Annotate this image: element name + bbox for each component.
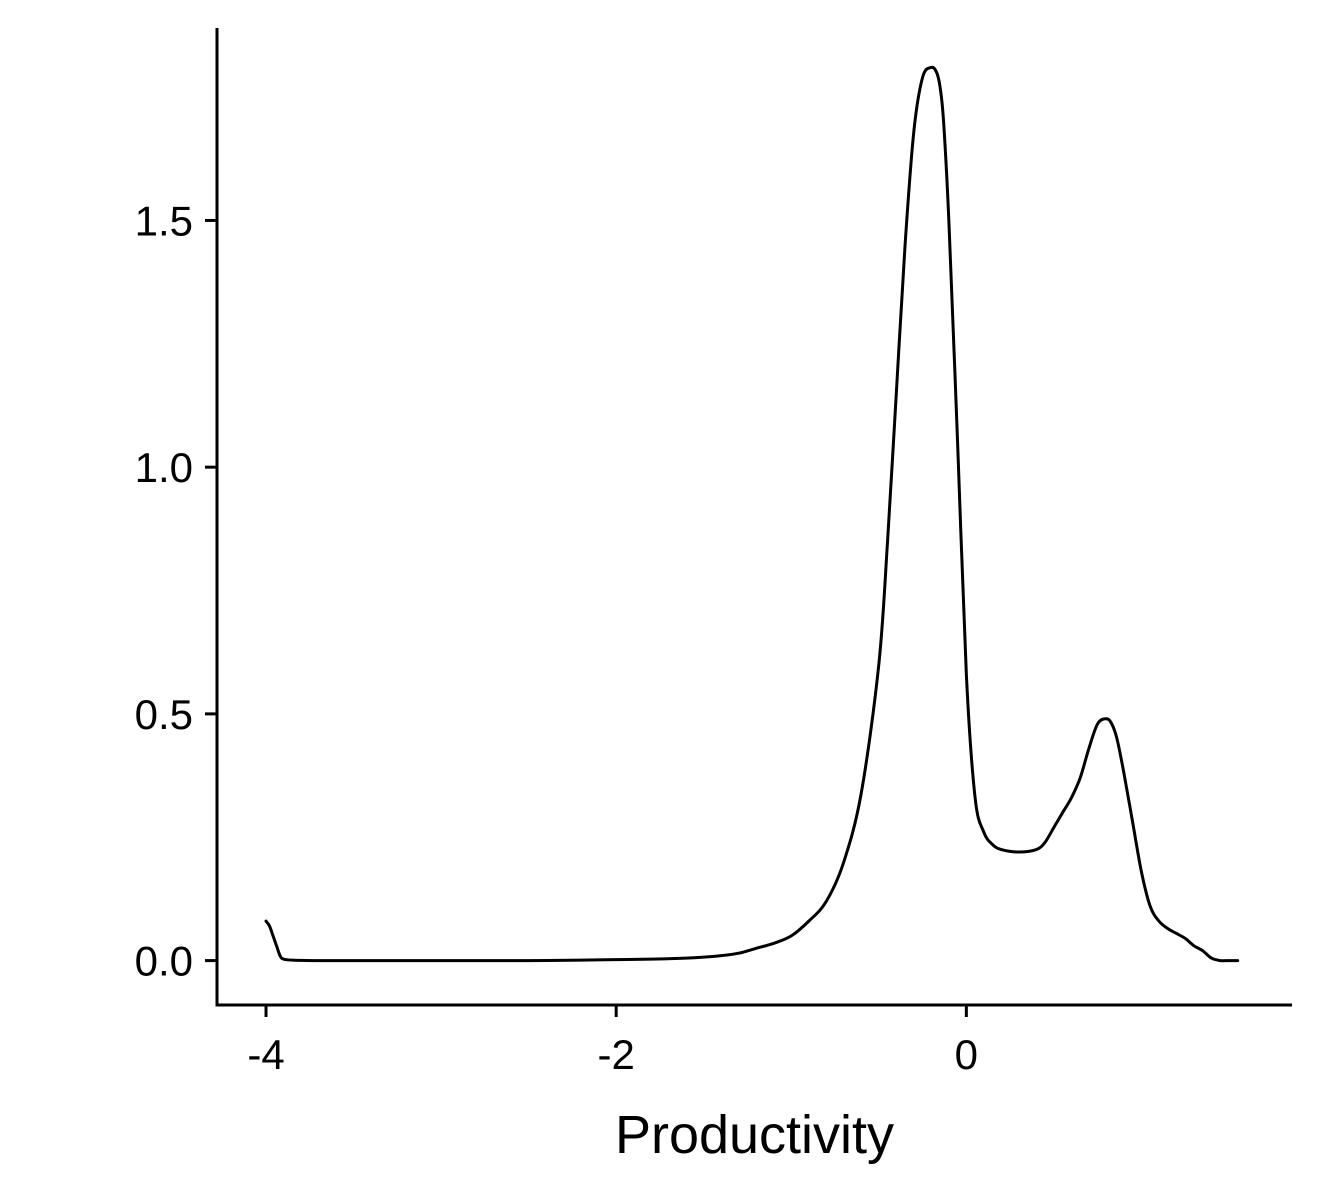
x-axis-title: Productivity [615, 1105, 894, 1165]
y-tick-label: 0.5 [135, 691, 193, 738]
y-tick-label: 0.0 [135, 938, 193, 985]
x-tick-label: -2 [598, 1031, 635, 1078]
x-tick-label: -4 [247, 1031, 284, 1078]
x-axis-ticks: -4 -2 0 [247, 1005, 978, 1078]
y-tick-label: 1.5 [135, 197, 193, 244]
y-axis-ticks: 0.0 0.5 1.0 1.5 [135, 197, 217, 985]
x-tick-label: 0 [955, 1031, 978, 1078]
density-curve [264, 65, 1240, 963]
y-tick-label: 1.0 [135, 444, 193, 491]
